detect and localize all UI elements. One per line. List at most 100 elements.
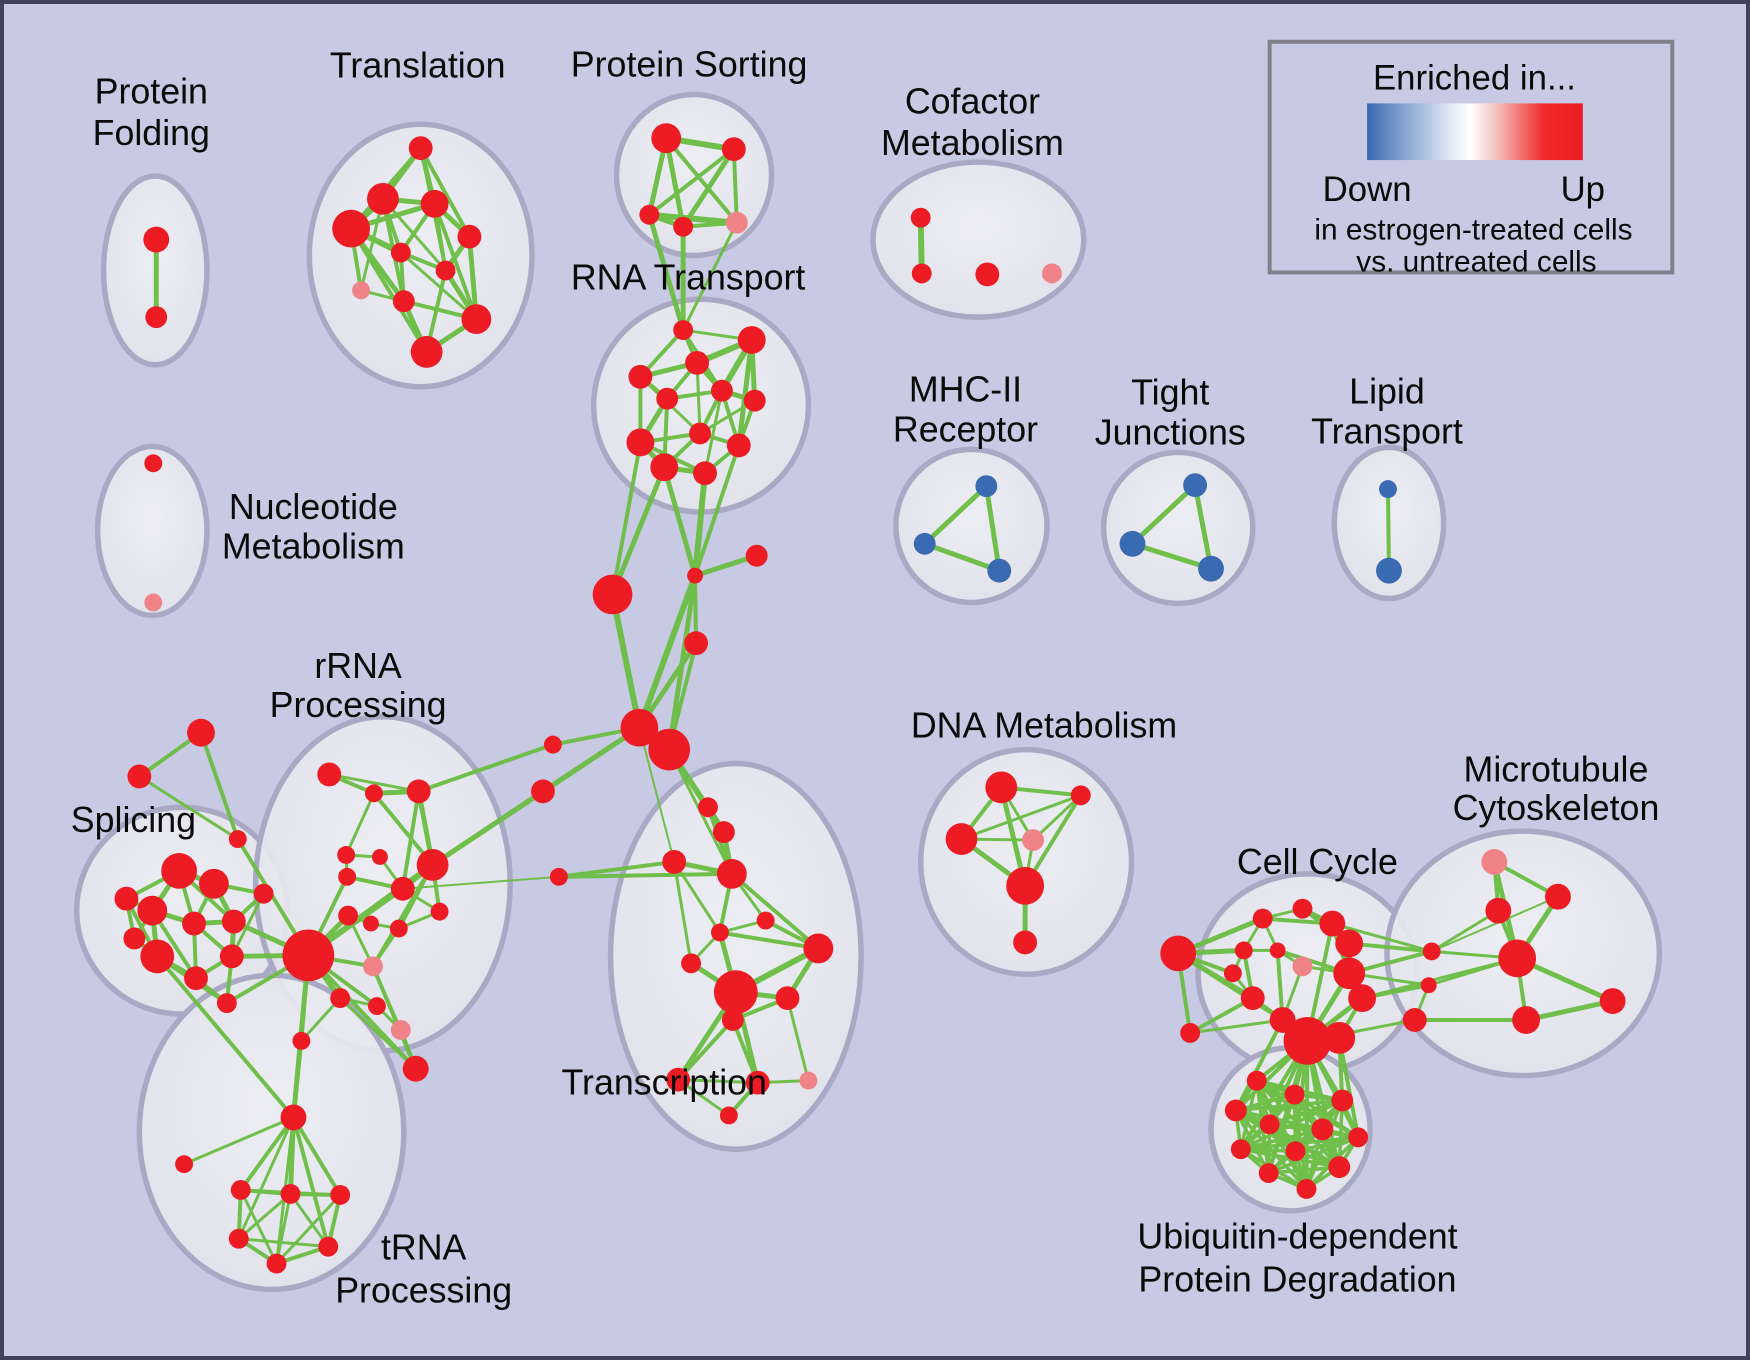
legend-down-label: Down bbox=[1323, 171, 1412, 209]
network-edge-inter bbox=[1233, 1018, 1285, 1113]
network-edge-ps bbox=[664, 136, 739, 225]
network-edge-rr bbox=[400, 789, 421, 891]
network-edge-tn bbox=[237, 1115, 295, 1241]
network-edge-tj bbox=[1192, 482, 1214, 572]
network-node-rt-0 bbox=[673, 320, 694, 341]
network-node-rt-11 bbox=[693, 461, 717, 486]
network-node-sp-2 bbox=[114, 886, 139, 911]
network-node-ps-2 bbox=[639, 204, 660, 225]
cluster-label-ub: Protein Degradation bbox=[1138, 1259, 1456, 1299]
network-node-rr-10 bbox=[363, 915, 379, 932]
network-edge-inter bbox=[692, 470, 708, 579]
cluster-label-cf: Metabolism bbox=[881, 123, 1064, 163]
network-edge-lt bbox=[1385, 487, 1391, 573]
network-node-rt-5 bbox=[710, 379, 733, 402]
network-node-bb-7 bbox=[531, 779, 555, 804]
cluster-ellipse-mhc bbox=[893, 446, 1050, 606]
network-node-mhc-0 bbox=[975, 475, 998, 498]
network-edge-tx bbox=[729, 871, 821, 951]
network-node-sp-4 bbox=[182, 911, 206, 936]
network-node-sp-10 bbox=[123, 927, 146, 950]
network-node-rr-6 bbox=[416, 849, 449, 881]
network-edge-rt bbox=[703, 389, 724, 475]
network-edge-mt bbox=[1430, 895, 1559, 953]
network-edge-tj bbox=[1129, 541, 1214, 572]
network-node-cc-15 bbox=[1223, 964, 1242, 983]
network-node-rr-9 bbox=[338, 905, 359, 926]
cluster-label-nm: Metabolism bbox=[222, 527, 405, 567]
network-edge-ub bbox=[1266, 1165, 1341, 1175]
network-node-mhc-1 bbox=[913, 532, 936, 555]
network-node-rt-7 bbox=[689, 422, 711, 445]
network-node-sp-5 bbox=[221, 909, 246, 934]
network-node-tx-3 bbox=[716, 858, 747, 889]
network-node-ub-7 bbox=[1230, 1139, 1251, 1160]
network-node-tn-5 bbox=[228, 1228, 249, 1249]
cluster-label-mhc: MHC-II bbox=[909, 370, 1022, 410]
network-node-rr-0 bbox=[317, 762, 342, 787]
network-edge-tn bbox=[237, 1192, 292, 1241]
cluster-label-cc: Cell Cycle bbox=[1237, 842, 1398, 882]
network-edge-mhc bbox=[983, 483, 1002, 574]
network-node-bb-1 bbox=[745, 544, 768, 567]
network-node-mt-3 bbox=[1498, 939, 1537, 978]
network-node-tx-7 bbox=[803, 933, 834, 964]
network-edge-bb bbox=[609, 591, 643, 731]
network-node-tx-1 bbox=[712, 821, 735, 844]
network-node-tx-14 bbox=[719, 1106, 738, 1125]
cluster-label-tj: Tight bbox=[1131, 373, 1209, 413]
network-node-tx-2 bbox=[662, 849, 687, 874]
network-node-tr-3 bbox=[332, 209, 370, 248]
network-node-tn-0 bbox=[280, 1104, 307, 1131]
network-node-cc-9 bbox=[1333, 957, 1366, 990]
network-node-rr-2 bbox=[406, 779, 431, 804]
cluster-label-tn: Processing bbox=[335, 1270, 512, 1310]
network-node-ub-11 bbox=[1296, 1179, 1317, 1199]
network-node-nm-1 bbox=[144, 593, 163, 612]
network-edge-tr bbox=[349, 226, 429, 354]
cluster-label-ub: Ubiquitin-dependent bbox=[1137, 1217, 1457, 1257]
cluster-label-nm: Nucleotide bbox=[229, 487, 398, 527]
cluster-ellipse-nm bbox=[94, 443, 210, 619]
cluster-label-rt: RNA Transport bbox=[571, 257, 806, 297]
network-node-ub-2 bbox=[1331, 1089, 1354, 1112]
network-node-ps-3 bbox=[673, 216, 694, 237]
network-node-sp-9 bbox=[219, 944, 244, 969]
network-node-lt-0 bbox=[1379, 480, 1397, 499]
network-node-rt-6 bbox=[743, 389, 766, 412]
cluster-label-pf: Protein bbox=[95, 71, 208, 111]
network-edge-tn bbox=[182, 1115, 295, 1166]
network-node-dna-3 bbox=[1022, 829, 1044, 851]
network-node-tn-1 bbox=[175, 1155, 194, 1174]
network-edge-tn bbox=[291, 1115, 331, 1249]
network-edge-inter bbox=[556, 871, 734, 879]
network-node-tr-9 bbox=[461, 304, 492, 335]
network-edge-tx bbox=[676, 1018, 735, 1082]
network-node-ps-4 bbox=[725, 211, 748, 234]
network-node-rr-4 bbox=[371, 849, 388, 865]
network-node-rt-10 bbox=[650, 453, 679, 482]
network-node-rt-4 bbox=[656, 387, 679, 410]
network-edge-ps bbox=[680, 146, 737, 230]
cluster-ellipse-cf bbox=[870, 159, 1087, 320]
cluster-label-lt: Lipid bbox=[1349, 372, 1425, 412]
network-node-cc-11 bbox=[1240, 986, 1265, 1011]
network-node-tn-7 bbox=[318, 1236, 339, 1257]
network-node-sp-7 bbox=[140, 939, 175, 974]
network-node-ub-10 bbox=[1258, 1163, 1279, 1184]
network-edge-rr bbox=[306, 953, 418, 1071]
network-node-cc-8 bbox=[1335, 929, 1364, 958]
network-node-rr-7 bbox=[390, 876, 415, 901]
network-node-dna-5 bbox=[1013, 930, 1038, 955]
network-edge-inter bbox=[646, 212, 686, 333]
network-edge-ps bbox=[647, 147, 736, 217]
network-node-cf-3 bbox=[1042, 263, 1062, 284]
network-edge-inter bbox=[610, 440, 643, 597]
network-node-cc-1 bbox=[1180, 1022, 1201, 1043]
network-node-bb-6 bbox=[543, 735, 562, 754]
cluster-label-mt: Microtubule bbox=[1464, 749, 1649, 789]
network-node-mt-5 bbox=[1420, 977, 1437, 994]
network-node-bb-4 bbox=[620, 708, 659, 747]
network-node-tj-2 bbox=[1198, 555, 1224, 582]
